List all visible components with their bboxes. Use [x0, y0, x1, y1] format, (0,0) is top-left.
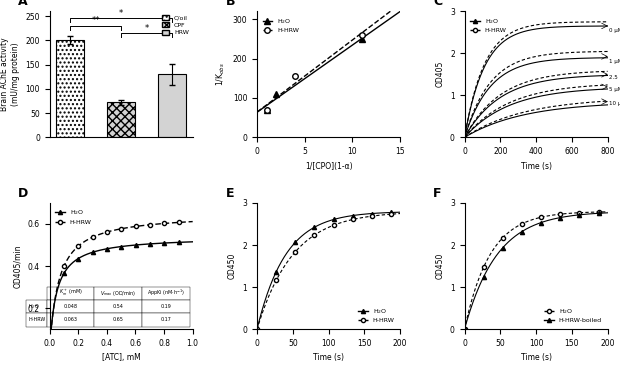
Text: **: **: [91, 16, 100, 25]
Bar: [56, 40, 84, 137]
Text: *: *: [119, 9, 123, 18]
Y-axis label: OD450: OD450: [435, 253, 445, 279]
Text: C: C: [433, 0, 442, 8]
Y-axis label: OD405: OD405: [435, 61, 445, 88]
X-axis label: 1/[CPO](1-α): 1/[CPO](1-α): [305, 162, 352, 171]
Legend: H$_2$O, H-HRW: H$_2$O, H-HRW: [260, 14, 301, 36]
X-axis label: Time (s): Time (s): [521, 353, 552, 362]
X-axis label: Time (s): Time (s): [313, 353, 344, 362]
Text: 0 μM CPO: 0 μM CPO: [609, 28, 620, 33]
Text: 5 μM CPO: 5 μM CPO: [609, 87, 620, 92]
Y-axis label: 1/K$_{obs}$: 1/K$_{obs}$: [215, 62, 227, 86]
Bar: [158, 74, 186, 137]
Legend: H$_2$O, H-HRW: H$_2$O, H-HRW: [356, 305, 397, 326]
Text: A: A: [18, 0, 28, 8]
Legend: H$_2$O, H-HRW: H$_2$O, H-HRW: [53, 206, 94, 227]
Text: *: *: [144, 24, 149, 33]
Text: B: B: [226, 0, 235, 8]
Y-axis label: Brain AChE activity
(mU/mg protein): Brain AChE activity (mU/mg protein): [1, 37, 20, 111]
Text: 1 μM CPO: 1 μM CPO: [609, 59, 620, 64]
X-axis label: [ATC], mM: [ATC], mM: [102, 353, 141, 362]
X-axis label: Time (s): Time (s): [521, 162, 552, 171]
Bar: [107, 102, 135, 137]
Text: 2.5 μM CPO: 2.5 μM CPO: [609, 75, 620, 80]
Text: 10 μM CPO: 10 μM CPO: [609, 101, 620, 107]
Legend: C/oil, CPF, HRW: C/oil, CPF, HRW: [159, 12, 192, 38]
Y-axis label: OD405/min: OD405/min: [13, 244, 22, 288]
Legend: H$_2$O, H-HRW-boiled: H$_2$O, H-HRW-boiled: [542, 305, 604, 326]
Text: D: D: [18, 187, 29, 200]
Legend: H$_2$O, H-HRW: H$_2$O, H-HRW: [467, 14, 509, 36]
Text: E: E: [226, 187, 234, 200]
Text: F: F: [433, 187, 441, 200]
Y-axis label: OD450: OD450: [228, 253, 237, 279]
